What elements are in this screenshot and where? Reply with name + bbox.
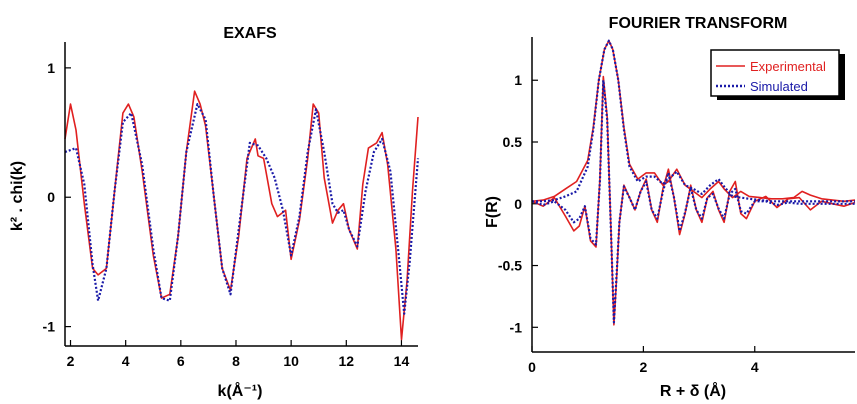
x-tick-label: 4 xyxy=(122,353,130,369)
legend-box xyxy=(710,49,840,97)
x-tick-label: 14 xyxy=(394,353,410,369)
y-tick-label: 1 xyxy=(514,72,522,88)
x-tick-label: 8 xyxy=(232,353,240,369)
fourier-x-axis-label: R + δ (Å) xyxy=(660,381,726,400)
legend-simulated-label: Simulated xyxy=(750,79,808,94)
y-tick-label: 0.5 xyxy=(503,134,523,150)
x-tick-label: 0 xyxy=(528,359,536,375)
fourier-transform-chart: FOURIER TRANSFORM F(R) R + δ (Å) 0 2 4 -1 -0… xyxy=(484,15,856,400)
x-tick-label: 6 xyxy=(177,353,185,369)
y-tick-label: 1 xyxy=(47,60,55,76)
fourier-series-experimental-1 xyxy=(531,75,856,326)
fourier-title: FOURIER TRANSFORM xyxy=(609,15,788,32)
fourier-ticks: 0 2 4 -1 -0.5 0 0.5 1 xyxy=(498,72,759,375)
x-tick-label: 10 xyxy=(283,353,299,369)
legend: Experimental Simulated xyxy=(710,49,845,100)
x-tick-label: 12 xyxy=(339,353,355,369)
exafs-series-simulated-1 xyxy=(64,102,420,315)
x-tick-label: 4 xyxy=(751,359,759,375)
y-tick-label: -1 xyxy=(43,319,56,335)
exafs-ticks: 2 4 6 8 10 12 14 -1 0 1 xyxy=(43,60,410,369)
fourier-series-simulated-3 xyxy=(531,79,855,324)
exafs-x-axis-label: k(Å⁻¹) xyxy=(218,381,263,400)
exafs-series xyxy=(64,90,420,341)
x-tick-label: 2 xyxy=(67,353,75,369)
x-tick-label: 2 xyxy=(639,359,647,375)
fourier-y-axis-label: F(R) xyxy=(484,196,501,228)
exafs-series-experimental-0 xyxy=(64,90,419,341)
fourier-series xyxy=(531,39,856,326)
y-tick-label: -0.5 xyxy=(498,258,522,274)
exafs-y-axis-label: k² . chi(k) xyxy=(9,161,26,231)
exafs-title: EXAFS xyxy=(223,25,277,42)
legend-experimental-label: Experimental xyxy=(750,59,826,74)
fourier-axes xyxy=(531,37,855,353)
y-tick-label: -1 xyxy=(510,319,523,335)
y-tick-label: 0 xyxy=(47,189,55,205)
exafs-chart: EXAFS k² . chi(k) k(Å⁻¹) 2 4 6 8 10 12 14 -1 0 1 xyxy=(9,25,420,400)
y-tick-label: 0 xyxy=(514,196,522,212)
exafs-axes xyxy=(64,42,418,347)
